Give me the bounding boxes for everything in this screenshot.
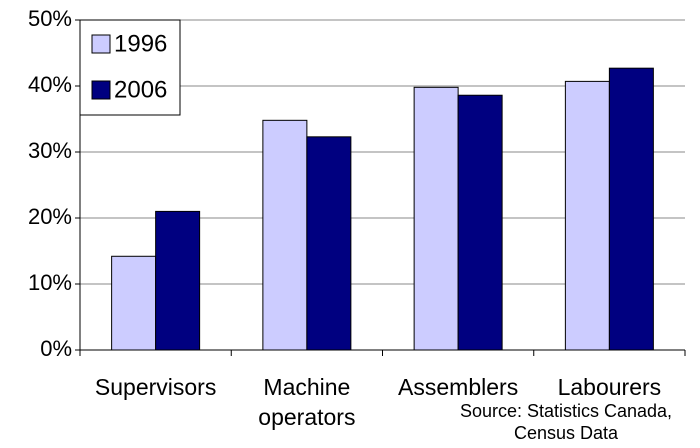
source-note: Source: Statistics Canada, Census Data — [459, 401, 673, 443]
legend-swatch — [91, 80, 111, 100]
y-tick-label: 40% — [28, 72, 72, 97]
bar — [306, 136, 352, 351]
x-tick-label: Machine operators — [258, 374, 356, 430]
x-tick-label: Assemblers — [398, 374, 519, 400]
y-tick-label: 0% — [40, 336, 72, 361]
legend-label: 1996 — [114, 30, 167, 57]
bar — [262, 119, 308, 351]
y-tick-label: 10% — [28, 270, 72, 295]
y-tick-label: 50% — [28, 6, 72, 31]
bar — [564, 80, 610, 351]
x-tick-label: Supervisors — [94, 374, 217, 400]
x-tick-label: Labourers — [557, 374, 662, 400]
legend-swatch — [91, 34, 111, 54]
legend-label: 2006 — [114, 76, 167, 103]
bar — [413, 86, 459, 351]
y-tick-label: 20% — [28, 204, 72, 229]
bar — [608, 67, 654, 351]
bar — [111, 255, 157, 351]
bar — [457, 94, 503, 351]
bar — [155, 210, 201, 351]
y-tick-label: 30% — [28, 138, 72, 163]
